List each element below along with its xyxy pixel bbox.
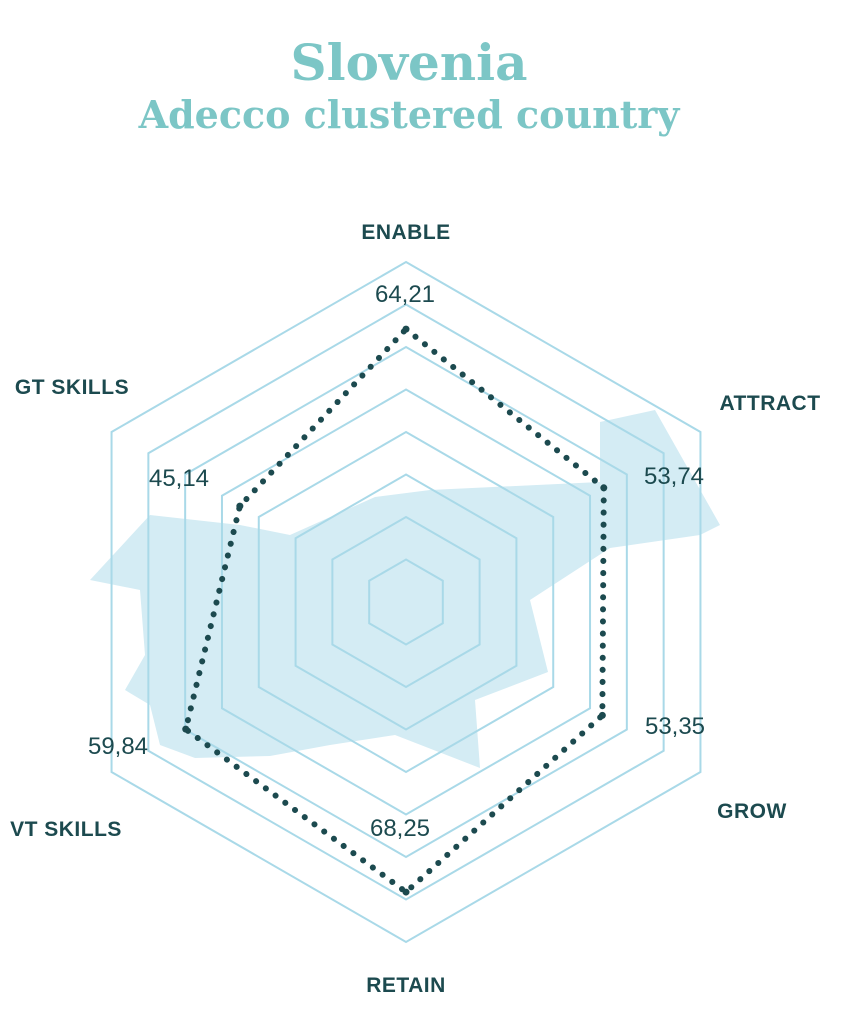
axis-label-attract: ATTRACT	[719, 392, 820, 415]
axis-label-gt-skills: GT SKILLS	[15, 376, 129, 399]
grid-ring-7	[147, 303, 665, 901]
grid-ring-4	[257, 430, 555, 774]
value-label-enable: 64,21	[375, 281, 435, 308]
radar-grid	[110, 260, 702, 944]
data-point-gt-skills	[236, 502, 244, 510]
axis-label-retain: RETAIN	[366, 974, 446, 997]
grid-ring-8	[110, 260, 702, 944]
axis-label-vt-skills: VT SKILLS	[10, 818, 122, 841]
grid-ring-2	[331, 515, 481, 689]
value-label-grow: 53,35	[645, 713, 705, 740]
data-point-attract	[600, 484, 608, 492]
grid-ring-6	[184, 345, 628, 859]
data-point-grow	[598, 711, 606, 719]
series-layer	[182, 325, 608, 896]
value-label-attract: 53,74	[644, 463, 704, 490]
axis-label-grow: GROW	[717, 800, 787, 823]
grid-ring-5	[220, 388, 592, 816]
data-point-retain	[402, 888, 410, 896]
country-map-shape	[90, 410, 720, 768]
data-point-enable	[402, 325, 410, 333]
chart-title: Slovenia	[290, 33, 527, 92]
value-label-vt-skills: 59,84	[88, 733, 148, 760]
value-label-gt-skills: 45,14	[149, 465, 209, 492]
data-point-vt-skills	[182, 725, 190, 733]
value-labels: 64,21 53,74 53,35 68,25 59,84 45,14	[88, 281, 705, 842]
grid-ring-1	[368, 558, 444, 646]
value-label-retain: 68,25	[370, 815, 430, 842]
axis-labels: ENABLE ATTRACT GROW RETAIN VT SKILLS GT SKILL…	[10, 221, 820, 997]
axis-label-enable: ENABLE	[361, 221, 450, 244]
grid-ring-3	[294, 473, 518, 731]
chart-subtitle: Adecco clustered country	[138, 92, 681, 137]
